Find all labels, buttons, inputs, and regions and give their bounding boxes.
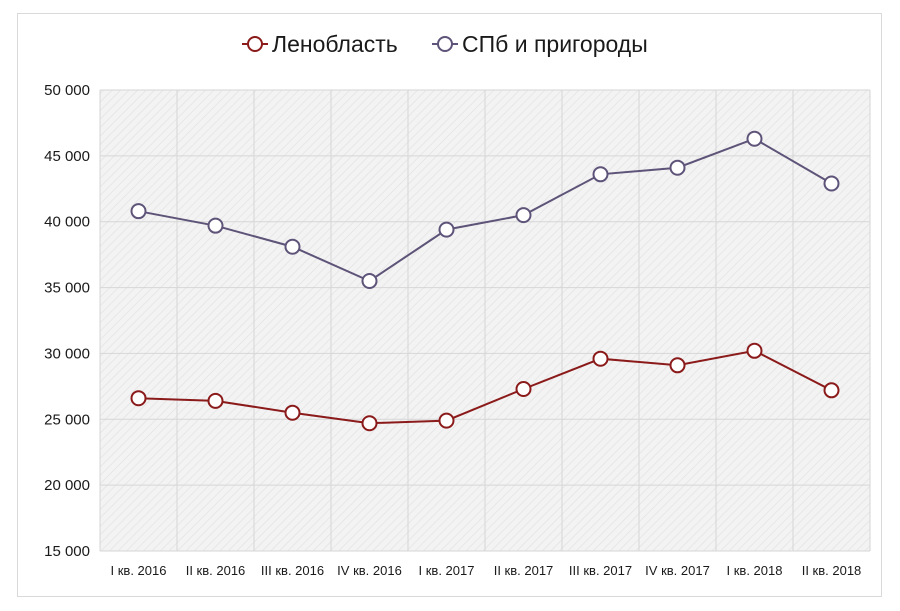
x-tick-label: IV кв. 2016 bbox=[337, 563, 402, 578]
x-tick-label: III кв. 2016 bbox=[261, 563, 324, 578]
data-point bbox=[669, 159, 686, 176]
series-line-2 bbox=[138, 137, 833, 283]
y-tick-label: 20 000 bbox=[44, 477, 90, 494]
y-tick-label: 30 000 bbox=[44, 345, 90, 362]
x-tick-label: II кв. 2017 bbox=[494, 563, 554, 578]
x-tick-label: I кв. 2018 bbox=[727, 563, 783, 578]
y-tick-label: 35 000 bbox=[44, 280, 90, 297]
data-point bbox=[746, 130, 763, 147]
series-line-1 bbox=[138, 349, 832, 425]
data-point bbox=[592, 350, 609, 367]
y-tick-label: 50 000 bbox=[44, 82, 90, 99]
y-tick-label: 40 000 bbox=[44, 214, 90, 231]
x-tick-label: IV кв. 2017 bbox=[645, 563, 710, 578]
data-point bbox=[361, 272, 378, 289]
data-point bbox=[130, 203, 147, 220]
chart-frame: 15 000 20 000 25 000 30 000 35 000 40 000 45 0… bbox=[17, 13, 882, 597]
y-tick-label: 45 000 bbox=[44, 148, 90, 165]
data-point bbox=[592, 166, 609, 183]
y-tick-label: 25 000 bbox=[44, 411, 90, 428]
legend-item-2: СПб и пригороды bbox=[432, 31, 648, 57]
data-point bbox=[130, 390, 147, 407]
legend-marker bbox=[437, 36, 453, 52]
x-tick-label: I кв. 2016 bbox=[111, 563, 167, 578]
y-tick-label: 15 000 bbox=[44, 543, 90, 560]
data-point bbox=[438, 221, 455, 238]
x-tick-label: II кв. 2018 bbox=[802, 563, 862, 578]
legend-item-1: Ленобласть bbox=[242, 31, 398, 57]
x-tick-label: III кв. 2017 bbox=[569, 563, 632, 578]
data-point bbox=[515, 207, 532, 224]
legend-marker bbox=[247, 36, 263, 52]
legend-label: СПб и пригороды bbox=[462, 31, 648, 57]
data-point bbox=[207, 392, 224, 409]
line-chart: 15 000 20 000 25 000 30 000 35 000 40 000 45 0… bbox=[44, 31, 871, 578]
data-point bbox=[823, 382, 840, 399]
data-point bbox=[669, 357, 686, 374]
data-point bbox=[284, 238, 301, 255]
x-tick-label: I кв. 2017 bbox=[419, 563, 475, 578]
data-point bbox=[207, 217, 224, 234]
data-point bbox=[284, 404, 301, 421]
legend-label: Ленобласть bbox=[272, 31, 398, 57]
x-tick-label: II кв. 2016 bbox=[186, 563, 246, 578]
data-point bbox=[746, 342, 763, 359]
data-point bbox=[361, 415, 378, 432]
data-point bbox=[438, 412, 455, 429]
data-point bbox=[515, 380, 532, 397]
data-point bbox=[823, 175, 840, 192]
